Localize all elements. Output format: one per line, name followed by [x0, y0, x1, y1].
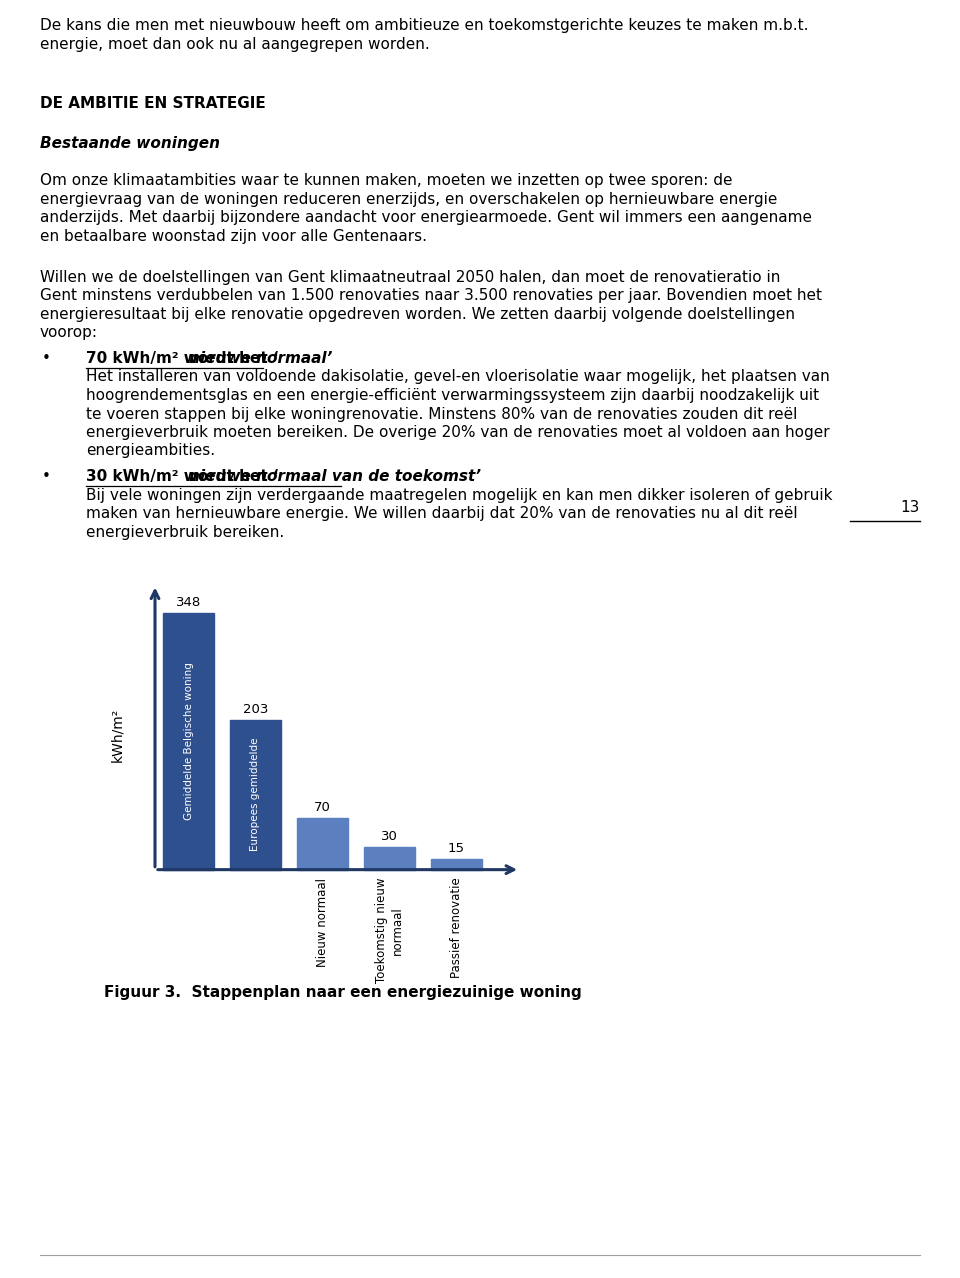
Bar: [230, 720, 280, 869]
Bar: [163, 612, 214, 869]
Text: Om onze klimaatambities waar te kunnen maken, moeten we inzetten op twee sporen:: Om onze klimaatambities waar te kunnen m…: [40, 174, 732, 188]
Text: De kans die men met nieuwbouw heeft om ambitieuze en toekomstgerichte keuzes te : De kans die men met nieuwbouw heeft om a…: [40, 18, 808, 33]
Text: 30: 30: [381, 831, 398, 843]
Text: 30 kWh/m² wordt het ‘: 30 kWh/m² wordt het ‘: [86, 469, 278, 484]
Text: Europees gemiddelde: Europees gemiddelde: [251, 737, 260, 851]
Text: DE AMBITIE EN STRATEGIE: DE AMBITIE EN STRATEGIE: [40, 96, 266, 111]
Text: Nieuw normaal: Nieuw normaal: [316, 878, 329, 966]
Text: energie, moet dan ook nu al aangegrepen worden.: energie, moet dan ook nu al aangegrepen …: [40, 37, 430, 51]
Text: Willen we de doelstellingen van Gent klimaatneutraal 2050 halen, dan moet de ren: Willen we de doelstellingen van Gent kli…: [40, 270, 780, 285]
Text: Gent minstens verdubbelen van 1.500 renovaties naar 3.500 renovaties per jaar. B: Gent minstens verdubbelen van 1.500 reno…: [40, 288, 822, 303]
Text: Bestaande woningen: Bestaande woningen: [40, 137, 220, 151]
Text: en betaalbare woonstad zijn voor alle Gentenaars.: en betaalbare woonstad zijn voor alle Ge…: [40, 229, 427, 244]
Text: 13: 13: [900, 500, 920, 515]
Text: Passief renovatie: Passief renovatie: [450, 878, 463, 979]
Bar: [365, 847, 415, 869]
Text: Figuur 3.  Stappenplan naar een energiezuinige woning: Figuur 3. Stappenplan naar een energiezu…: [104, 984, 582, 999]
Text: Toekomstig nieuw
normaal: Toekomstig nieuw normaal: [375, 878, 403, 983]
Text: energieverbruik moeten bereiken. De overige 20% van de renovaties moet al voldoe: energieverbruik moeten bereiken. De over…: [86, 426, 829, 440]
Text: maken van hernieuwbare energie. We willen daarbij dat 20% van de renovaties nu a: maken van hernieuwbare energie. We wille…: [86, 506, 798, 521]
Text: 348: 348: [176, 596, 202, 608]
Text: te voeren stappen bij elke woningrenovatie. Minstens 80% van de renovaties zoude: te voeren stappen bij elke woningrenovat…: [86, 406, 798, 422]
Text: energieambities.: energieambities.: [86, 443, 215, 459]
Text: energieresultaat bij elke renovatie opgedreven worden. We zetten daarbij volgend: energieresultaat bij elke renovatie opge…: [40, 307, 795, 322]
Text: 203: 203: [243, 703, 268, 716]
Text: •: •: [42, 469, 51, 484]
Text: hoogrendementsglas en een energie-efficiënt verwarmingssysteem zijn daarbij nood: hoogrendementsglas en een energie-effici…: [86, 389, 819, 403]
Text: nieuwe normaal van de toekomst’: nieuwe normaal van de toekomst’: [189, 469, 481, 484]
Text: •: •: [42, 351, 51, 366]
Text: 70 kWh/m² wordt het ‘: 70 kWh/m² wordt het ‘: [86, 351, 278, 366]
Text: voorop:: voorop:: [40, 325, 98, 340]
Text: kWh/m²: kWh/m²: [110, 708, 124, 762]
Text: energieverbruik bereiken.: energieverbruik bereiken.: [86, 525, 284, 539]
Text: Het installeren van voldoende dakisolatie, gevel-en vloerisolatie waar mogelijk,: Het installeren van voldoende dakisolati…: [86, 369, 829, 385]
Bar: [431, 859, 482, 869]
Text: Bij vele woningen zijn verdergaande maatregelen mogelijk en kan men dikker isole: Bij vele woningen zijn verdergaande maat…: [86, 488, 832, 504]
Text: 70: 70: [314, 801, 331, 814]
Text: Gemiddelde Belgische woning: Gemiddelde Belgische woning: [183, 662, 194, 820]
Text: energievraag van de woningen reduceren enerzijds, en overschakelen op hernieuwba: energievraag van de woningen reduceren e…: [40, 192, 778, 207]
Text: 15: 15: [448, 842, 465, 855]
Text: nieuwe normaal’: nieuwe normaal’: [189, 351, 332, 366]
Bar: [298, 818, 348, 869]
Text: anderzijds. Met daarbij bijzondere aandacht voor energiearmoede. Gent wil immers: anderzijds. Met daarbij bijzondere aanda…: [40, 211, 812, 225]
